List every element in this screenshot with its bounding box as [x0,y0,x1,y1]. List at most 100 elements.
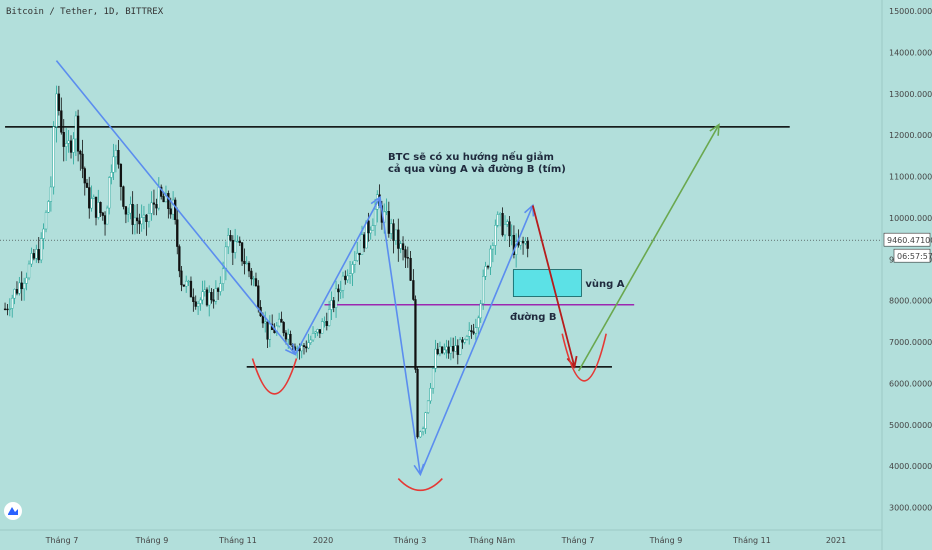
candle-body [356,252,359,261]
chart-title: Bitcoin / Tether, 1D, BITTREX [6,7,164,17]
candle-body [300,345,303,352]
candle-body [88,187,91,209]
candle-body [348,273,352,277]
candle-body [83,168,86,184]
y-tick-label: 10000.000000 [889,214,932,223]
candle-body [74,115,78,140]
candle-body [3,308,7,310]
candle-body [216,288,220,292]
candle-body [389,223,393,234]
candle-body [129,203,132,214]
candle-body [323,321,326,323]
candle-body [284,332,288,340]
x-tick-label: Tháng 7 [561,536,595,545]
candle-body [414,299,417,370]
candle-body [85,182,89,188]
candle-body [268,323,272,340]
candle-body [79,150,82,155]
candle-body [157,186,160,209]
candle-body [69,140,73,153]
candle-body [387,211,390,234]
candle-body [503,224,507,236]
candle-body [108,177,111,209]
y-tick-label: 8000.000000 [889,297,932,306]
candle-body [187,280,190,283]
candle-body [465,336,469,340]
candle-body [133,217,137,225]
blue-arrow [294,196,381,355]
candle-body [287,333,290,340]
candle-body [30,253,33,265]
candle-body [178,246,181,272]
candle-body [474,327,478,334]
candle-body [399,243,402,249]
candle-body [189,280,193,298]
candle-body [76,115,80,152]
red-arc [251,358,298,395]
candle-body [150,202,153,214]
price-axis[interactable]: 3000.000000 4000.000000 5000.000000 6000.00… [883,7,932,513]
time-axis[interactable]: Tháng 7 Tháng 9 Tháng 11 2020 Tháng 3 Tháng N… [45,536,847,545]
candle-body [351,264,354,274]
candle-body [346,275,349,281]
candle-body [67,140,70,144]
candle-body [65,143,68,147]
candle-body [506,221,509,225]
y-tick-label: 14000.000000 [889,48,932,57]
candle-body [90,198,93,209]
candle-body [330,300,333,310]
y-tick-label: 5000.000000 [889,421,932,430]
candle-body [112,156,115,173]
green-arrow [577,124,720,372]
candle-body [219,283,222,292]
candle-body [147,213,151,222]
candle-body [424,412,427,429]
candle-body [13,289,16,299]
candle-body [194,301,197,307]
candle-body [309,339,312,343]
candle-body [101,212,104,216]
candle-body [316,329,319,333]
candle-body [440,346,444,354]
candle-body [508,221,511,237]
candle-body [131,203,134,225]
tradingview-icon[interactable] [4,502,22,520]
candle-body [470,330,473,332]
candle-body [227,235,230,248]
candle-body [454,345,457,352]
candle-body [344,275,347,281]
plot-area[interactable]: vùng A đường B BTC sẽ có xu hướng nếu giảm… [0,60,882,492]
annotation-line: cả qua vùng A và đường B (tím) [388,163,566,175]
y-tick-label: 7000.000000 [889,338,932,347]
candle-body [99,202,102,214]
candle-body [138,220,141,225]
candle-body [463,339,466,343]
candle-body [510,235,513,237]
candle-body [92,196,95,199]
candle-body [394,229,398,241]
y-tick-label: 12000.000000 [889,131,932,140]
candle-body [25,277,28,284]
candle-body [105,207,109,225]
candle-body [247,262,251,272]
candle-body [254,278,258,287]
candle-body [429,387,432,402]
candle-body [110,172,113,178]
candle-body [35,249,38,259]
candle-body [236,240,239,243]
candle-body [176,219,179,247]
candle-body [257,285,260,308]
candle-body [203,289,206,293]
candle-body [519,241,522,246]
countdown-tag [893,248,931,263]
candle-body [512,235,516,255]
candle-body [477,317,480,328]
candle-body [174,199,177,220]
annotation-line: BTC sẽ có xu hướng nếu giảm [388,150,554,163]
candle-body [277,318,281,327]
x-tick-label: Tháng 7 [45,536,79,545]
candle-body [32,253,36,259]
candle-body [81,153,84,169]
candle-body [365,220,368,249]
